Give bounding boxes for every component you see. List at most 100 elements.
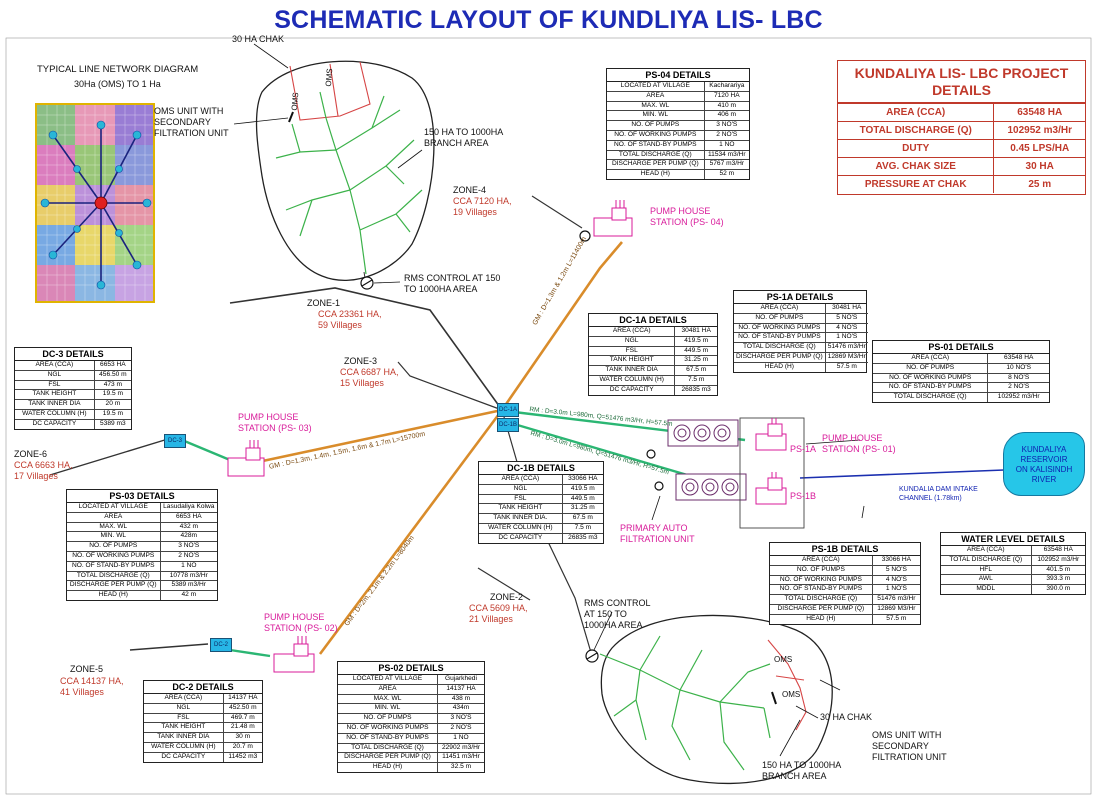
table-cell-value: 1 NO'S [871,584,920,596]
table-cell-label: DISCHARGE PER PUMP (Q) [770,603,873,615]
table-row: AREA (CCA) 63548 HA [873,354,1049,364]
rms-label-bottom: RMS CONTROL AT 150 TO 1000HA AREA [584,598,651,630]
distribution-branches-bottom [599,635,771,771]
zone6-label: ZONE-6 [14,449,48,459]
pipe-zone5 [129,643,209,651]
table-cell-label: NO. OF PUMPS [734,312,826,324]
table-cell-label: DC CAPACITY [589,384,676,395]
table-row: FSL 469.7 m [144,712,262,724]
rms-label-top: RMS CONTROL AT 150 TO 1000HA AREA [404,273,501,294]
ps04-table-title: PS-04 DETAILS [607,69,749,82]
page-title: SCHEMATIC LAYOUT OF KUNDLIYA LIS- LBC [274,6,823,34]
table-cell-value: 2 NO'S [437,722,484,734]
table-cell-value: 5 NO'S [824,312,868,324]
table-cell-value: 11534 m3/Hr [703,149,749,161]
table-cell-label: DC CAPACITY [479,532,563,543]
table-row: TOTAL DISCHARGE (Q) 51476 m3/Hr [734,342,868,353]
table-row: TOTAL DISCHARGE (Q) 102952 m3/Hr [941,554,1085,566]
intake-channel-label: KUNDALIA DAM INTAKE CHANNEL (1.78km) [899,486,978,502]
table-row: DC CAPACITY 26835 m3 [479,532,603,543]
table-cell-value: 22902 m3/Hr [437,742,484,754]
table-cell-label: WATER COLUMN (H) [479,522,563,534]
table-cell-label: TOTAL DISCHARGE (Q) [338,742,438,754]
table-cell-value: 33066 HA [561,475,603,485]
table-cell-label: WATER COLUMN (H) [589,374,676,386]
table-row: HEAD (H) 42 m [67,590,217,600]
zone4-cca-label: CCA 7120 HA, 19 Villages [453,196,512,217]
table-row: NO. OF PUMPS 3 NO'S [607,120,749,131]
gm-pipe-ps03 [257,408,503,464]
table-cell-value: 51476 m3/Hr [824,342,868,353]
table-cell-label: AREA (CCA) [770,556,873,566]
meter-ps04-icon [579,230,591,242]
table-cell-value: 438 m [437,693,484,705]
table-cell-label: NO. OF STAND-BY PUMPS [734,332,826,344]
table-cell-value: 393.3 m [1030,574,1085,586]
table-row: NO. OF PUMPS 5 NO'S [770,564,920,576]
page-frame [5,37,1092,795]
distribution-branches-top [275,91,423,275]
table-row: FSL 473 m [15,379,131,391]
ps03-station-label: PUMP HOUSE STATION (PS- 03) [238,412,312,433]
table-cell-value: 102952 m3/Hr [987,392,1049,402]
table-cell-value: 1 NO [159,560,217,572]
table-row: NO. OF STAND-BY PUMPS 1 NO'S [770,584,920,596]
table-cell-label: FSL [15,379,95,391]
ps1a-table-body: AREA (CCA) 30481 HA NO. OF PUMPS 5 NO'S NO. … [734,304,868,372]
table-cell-value: 20 m [93,399,131,410]
table-cell-label: AREA (CCA) [873,354,989,364]
table-row: AREA 6653 HA [67,511,217,523]
table-cell-value: 469.7 m [222,712,262,724]
oms-chak-outline-top [289,61,371,121]
table-cell-value: 31.25 m [561,503,603,515]
oms-marks [288,111,777,705]
zone2-cca-label: CCA 5609 HA, 21 Villages [469,603,528,624]
table-cell-label: MAX. WL [338,693,438,705]
table-row: TANK HEIGHT 21.48 m [144,722,262,734]
table-cell-label: AREA (CCA) [589,327,676,337]
table-row: DC CAPACITY 5389 m3 [15,418,131,429]
table-cell-value: 1 NO [437,732,484,744]
table-cell-value: 8 NO'S [987,372,1049,384]
oms-chak-outline-bottom [767,639,807,731]
table-cell-label: TANK HEIGHT [589,355,676,367]
ps02-table-title: PS-02 DETAILS [338,662,484,675]
table-row: DISCHARGE PER PUMP (Q) 5767 m3/Hr [607,159,749,171]
table-row: NO. OF WORKING PUMPS 4 NO'S [734,322,868,334]
oms-label-bottom-1: OMS [774,655,793,664]
ps04-station-label: PUMP HOUSE STATION (PS- 04) [650,206,724,227]
branch-area-label-bottom: 150 HA TO 1000HA BRANCH AREA [762,760,842,781]
table-row: AREA (CCA) 33066 HA [479,475,603,485]
dc1a-details-table: DC-1A DETAILS AREA (CCA) 30481 HA NGL 419.5 … [588,313,718,396]
ps01-table-title: PS-01 DETAILS [873,341,1049,354]
table-cell-label: MDDL [941,584,1032,594]
ps04-details-table: PS-04 DETAILS LOCATED AT VILLAGE Kacharari… [606,68,750,180]
zone5-label: ZONE-5 [70,664,104,674]
table-cell-label: NO. OF WORKING PUMPS [873,372,989,384]
project-heading-line2: DETAILS [932,82,991,98]
table-cell-label: DISCHARGE PER PUMP (Q) [338,752,438,764]
table-cell-value: Gujarkhedi [437,675,484,685]
table-cell-value: 4 NO'S [824,322,868,334]
table-cell-value: 26835 m3 [674,384,717,395]
table-cell-label: NO. OF STAND-BY PUMPS [338,732,438,744]
table-row: TANK INNER DIA 30 m [144,732,262,743]
table-row: HEAD (H) 32.5 m [338,762,484,772]
table-cell-label: DISCHARGE PER PUMP (Q) [607,159,705,171]
table-row: AREA (CCA) 30481 HA [734,304,868,314]
table-row: NO. OF WORKING PUMPS 8 NO'S [873,372,1049,384]
ps03-details-table: PS-03 DETAILS LOCATED AT VILLAGE Lasudaliy… [66,489,218,601]
table-cell-label: HEAD (H) [770,613,873,624]
table-cell-label: DC CAPACITY [144,751,224,762]
ps01-details-table: PS-01 DETAILS AREA (CCA) 63548 HA NO. OF PU… [872,340,1050,403]
table-cell-label: NO. OF WORKING PUMPS [338,722,438,734]
reservoir-label: KUNDALIYA RESERVOIR ON KALISINDH RIVER [1015,445,1073,484]
table-cell-label: AWL [941,574,1032,586]
dc1b-table-body: AREA (CCA) 33066 HA NGL 419.5 m FSL 449.5 m TA… [479,475,603,543]
table-cell-value: 42 m [159,590,217,600]
table-row: NO. OF WORKING PUMPS 2 NO'S [338,722,484,734]
table-cell-label: NO. OF PUMPS [873,362,989,374]
dc1b-details-table: DC-1B DETAILS AREA (CCA) 33066 HA NGL 419.5 … [478,461,604,544]
ps03-table-body: LOCATED AT VILLAGE Lasudaliya Kolwa AREA 66… [67,503,217,600]
